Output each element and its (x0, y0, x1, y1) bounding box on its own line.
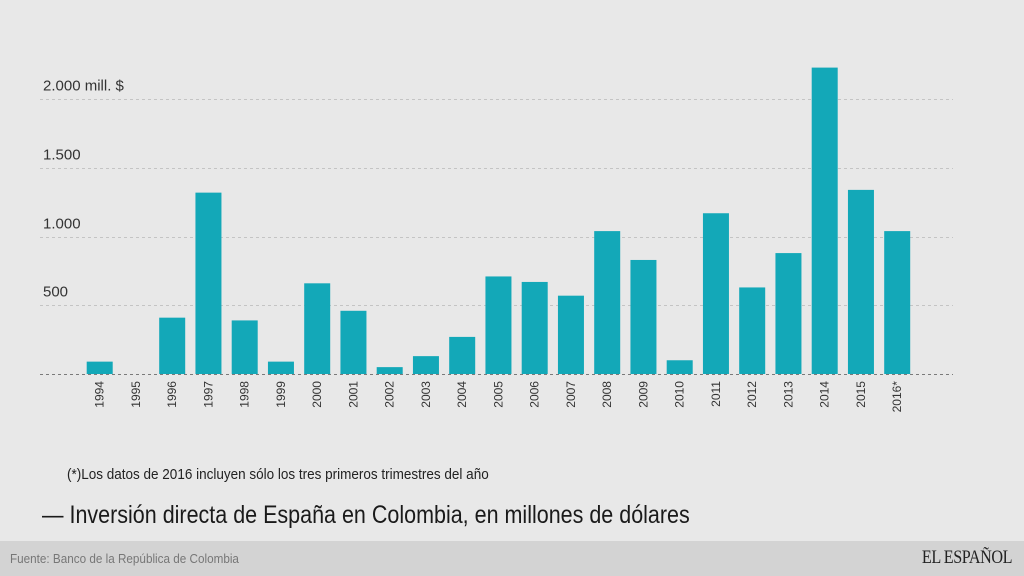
y-tick-label: 500 (43, 284, 68, 301)
x-tick-label: 2000 (310, 381, 324, 408)
y-tick-label: 1.000 (43, 216, 81, 233)
bar-1998 (231, 320, 258, 374)
x-tick-label: 2004 (455, 381, 469, 408)
bar-1997 (195, 192, 222, 374)
title-dash: — (42, 501, 64, 529)
y-tick-label: 1.500 (43, 147, 81, 164)
x-tick-label: 2005 (491, 381, 505, 408)
bar-1999 (267, 361, 294, 374)
publisher-logo: EL ESPAÑOL (921, 547, 1013, 568)
bar-2015 (847, 189, 874, 374)
x-tick-label: 2016* (890, 381, 904, 413)
bar-2005 (485, 276, 512, 374)
x-tick-label: 2014 (818, 381, 832, 408)
x-tick-label: 1999 (274, 381, 288, 408)
bar-2006 (521, 281, 548, 374)
bar-2000 (304, 283, 331, 374)
bar-2004 (449, 336, 476, 374)
x-tick-label: 1994 (93, 381, 107, 408)
x-tick-label: 2002 (383, 381, 397, 408)
bar-2016 (884, 231, 911, 374)
bar-2008 (594, 231, 621, 374)
y-axis-labels: 500 1.000 1.500 2.000 mill. $ (43, 78, 125, 301)
x-tick-label: 2012 (745, 381, 759, 408)
bar-2009 (630, 259, 657, 374)
x-tick-label: 1996 (165, 381, 179, 408)
x-tick-label: 2015 (854, 381, 868, 408)
x-axis-labels: 1994 1995 1996 1997 1998 1999 2000 2001 2002 2003… (93, 381, 905, 413)
x-tick-label: 2003 (419, 381, 433, 408)
bar-2012 (739, 287, 766, 374)
x-tick-label: 2010 (673, 381, 687, 408)
bar-2013 (775, 253, 802, 374)
bar-2011 (702, 213, 729, 374)
chart-footnote: (*)Los datos de 2016 incluyen sólo los t… (67, 466, 489, 483)
x-tick-label: 1995 (129, 381, 143, 408)
title-text: Inversión directa de España en Colombia,… (69, 501, 690, 529)
bar-2001 (340, 310, 367, 374)
bar-1996 (159, 317, 186, 374)
bars (86, 67, 911, 375)
chart-title: — Inversión directa de España en Colombi… (42, 501, 690, 530)
bar-2007 (557, 295, 584, 374)
bar-2003 (412, 356, 439, 374)
footer-bar: Fuente: Banco de la República de Colombi… (0, 541, 1024, 576)
bar-1994 (86, 361, 113, 374)
x-tick-label: 1997 (201, 381, 215, 408)
bar-2010 (666, 360, 693, 374)
x-tick-label: 2007 (564, 381, 578, 408)
x-tick-label: 2009 (636, 381, 650, 408)
bar-2014 (811, 67, 838, 375)
bar-2002 (376, 367, 403, 374)
x-tick-label: 2001 (346, 381, 360, 408)
y-tick-label: 2.000 mill. $ (43, 78, 125, 95)
x-tick-label: 2006 (528, 381, 542, 408)
x-tick-label: 2011 (709, 381, 723, 407)
source-credit: Fuente: Banco de la República de Colombi… (10, 551, 239, 566)
x-tick-label: 1998 (238, 381, 252, 408)
x-tick-label: 2013 (781, 381, 795, 408)
x-tick-label: 2008 (600, 381, 614, 408)
